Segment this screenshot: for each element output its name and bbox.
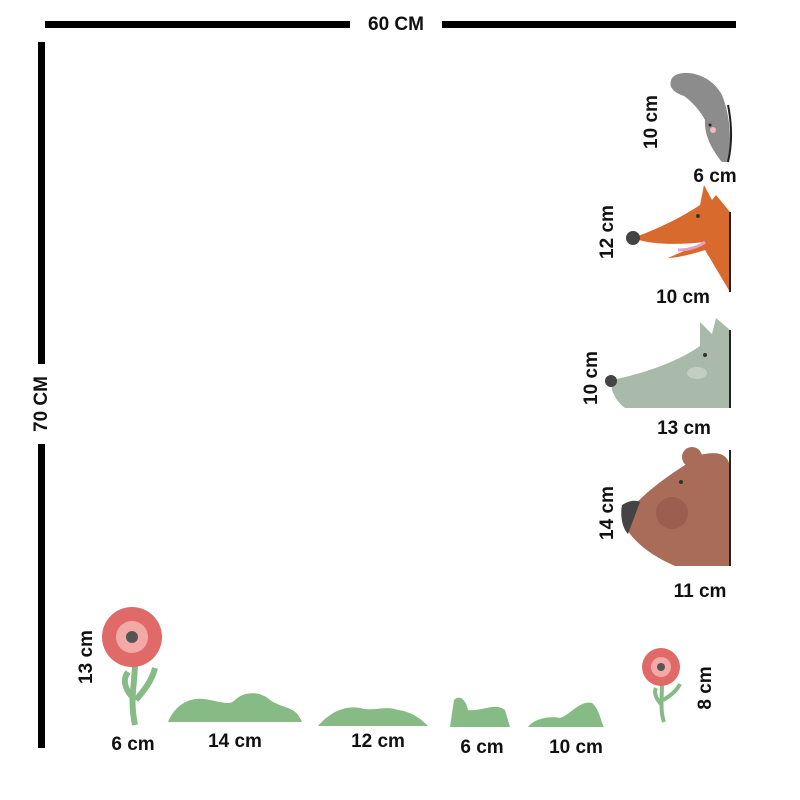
bear-width: 11 cm bbox=[674, 581, 727, 602]
big-flower-height: 13 cm bbox=[76, 630, 97, 684]
grass-3-sticker bbox=[450, 697, 510, 727]
grass-4-width: 10 cm bbox=[549, 737, 603, 758]
grass-3-width: 6 cm bbox=[460, 737, 503, 758]
small-flower-height: 8 cm bbox=[695, 666, 716, 709]
width-bar-left bbox=[45, 21, 350, 28]
wolf-height: 10 cm bbox=[581, 351, 602, 405]
grass-2-sticker bbox=[318, 707, 428, 726]
wolf-width: 13 cm bbox=[657, 418, 711, 439]
height-bar-top bbox=[38, 42, 45, 364]
rabbit-sticker bbox=[670, 72, 732, 163]
grass-1-width: 14 cm bbox=[208, 731, 262, 752]
rabbit-height: 10 cm bbox=[641, 95, 662, 149]
grass-2-width: 12 cm bbox=[351, 731, 405, 752]
big-flower-width: 6 cm bbox=[111, 734, 154, 755]
bear-sticker bbox=[621, 447, 731, 566]
rabbit-width: 6 cm bbox=[693, 166, 736, 187]
grass-4-sticker bbox=[528, 702, 604, 727]
width-label: 60 CM bbox=[368, 14, 424, 35]
fox-width: 10 cm bbox=[656, 287, 710, 308]
height-label: 70 CM bbox=[31, 376, 52, 432]
big-flower-sticker bbox=[102, 607, 162, 726]
small-flower-sticker bbox=[642, 648, 682, 723]
width-bar-right bbox=[442, 21, 736, 28]
fox-sticker bbox=[626, 185, 731, 292]
bear-height: 14 cm bbox=[597, 486, 618, 540]
height-bar-bottom bbox=[38, 444, 45, 748]
wolf-sticker bbox=[605, 318, 731, 408]
fox-height: 12 cm bbox=[597, 205, 618, 259]
grass-1-sticker bbox=[168, 693, 302, 722]
